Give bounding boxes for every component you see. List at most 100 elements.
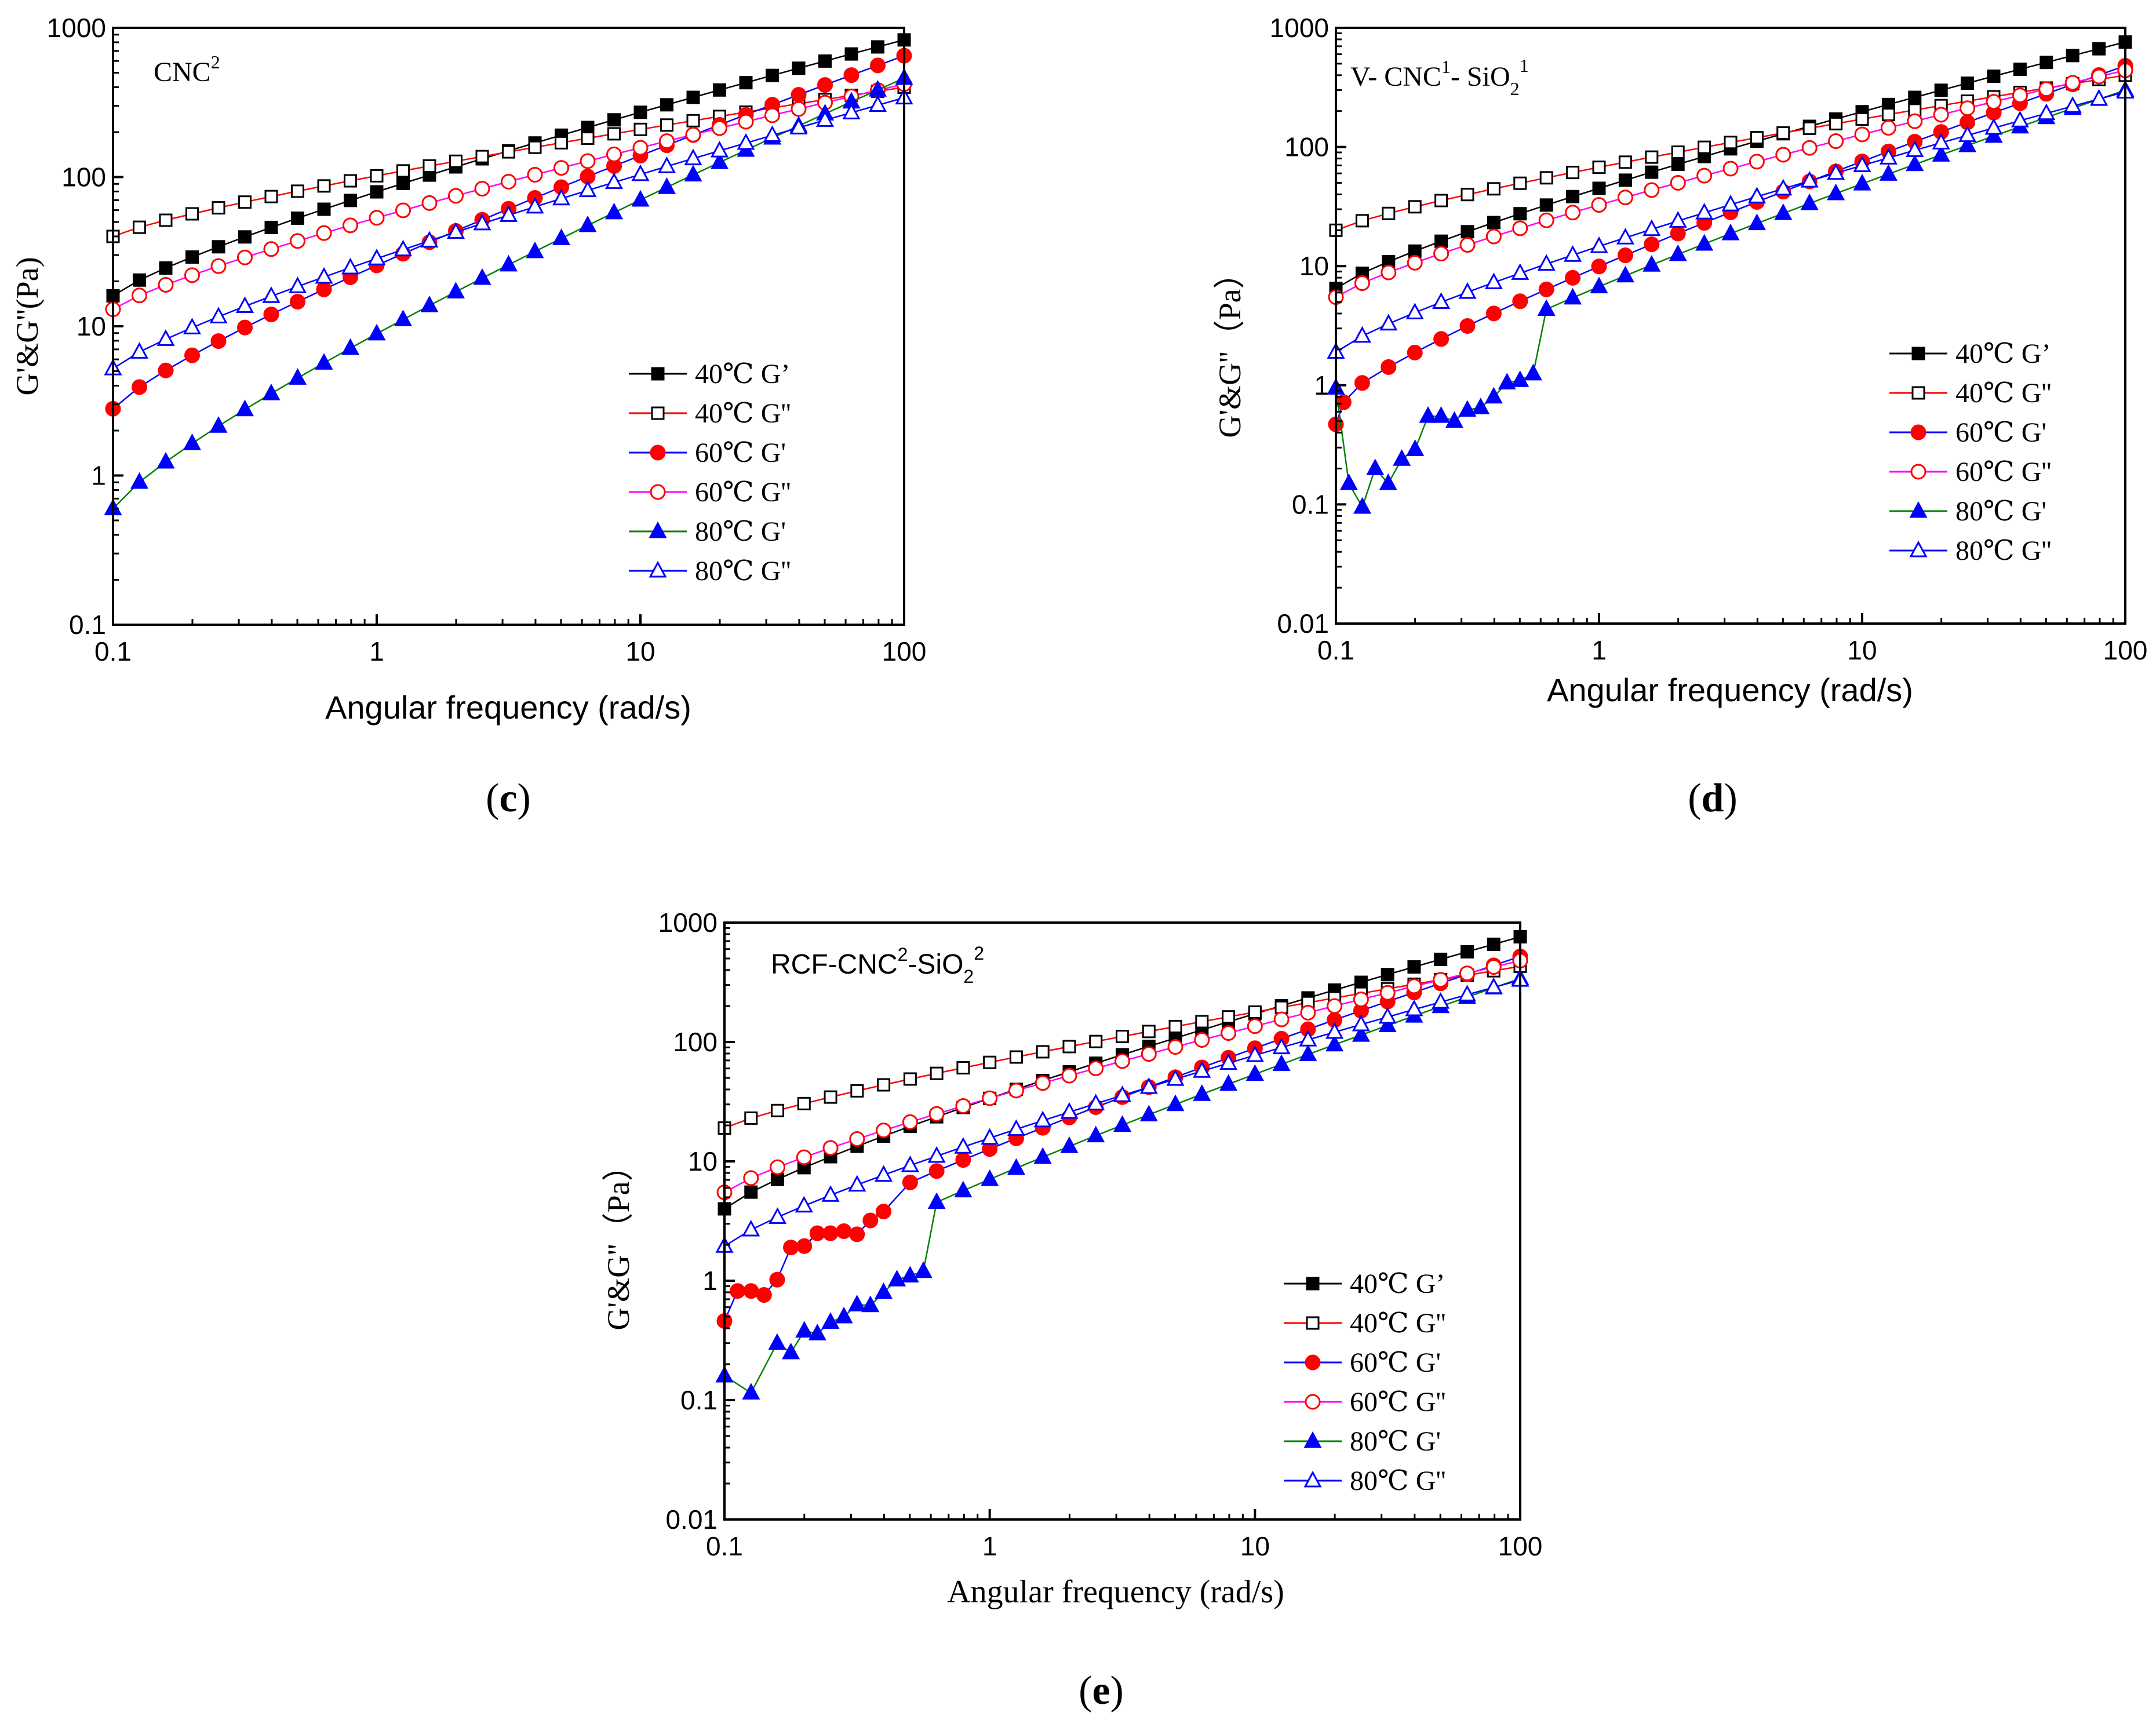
- data-point: [1062, 1040, 1076, 1054]
- data-point: [1485, 959, 1502, 975]
- data-point: [1434, 194, 1448, 207]
- data-point: [1007, 1119, 1025, 1136]
- data-point: [1747, 187, 1766, 203]
- data-point: [631, 164, 650, 181]
- data-point: [1513, 207, 1527, 221]
- legend-marker: [1303, 1431, 1322, 1448]
- data-point: [1644, 236, 1660, 253]
- data-point: [1617, 190, 1633, 206]
- data-point: [263, 241, 279, 257]
- data-point: [1512, 293, 1528, 309]
- data-point: [184, 347, 200, 363]
- data-point: [1458, 985, 1476, 1001]
- data-point: [1987, 70, 2001, 83]
- data-point: [2066, 49, 2079, 63]
- legend-label: 80℃ G': [1350, 1426, 1441, 1457]
- data-point: [981, 1128, 999, 1145]
- data-point: [1484, 272, 1503, 290]
- data-point: [1538, 281, 1554, 297]
- data-point: [1958, 125, 1977, 143]
- data-point: [817, 77, 833, 93]
- data-point: [713, 83, 726, 97]
- data-point: [446, 282, 465, 298]
- data-point: [1352, 1025, 1370, 1042]
- data-point: [844, 47, 858, 61]
- legend-marker: [649, 521, 667, 538]
- data-point: [1299, 1044, 1317, 1062]
- data-point: [370, 185, 384, 199]
- data-point: [782, 1342, 800, 1360]
- data-point: [1219, 1074, 1238, 1091]
- data-point: [553, 160, 569, 176]
- data-point: [1166, 1094, 1185, 1112]
- data-point: [742, 1219, 760, 1237]
- data-point: [132, 287, 147, 304]
- data-point: [1459, 318, 1476, 334]
- data-point: [1419, 406, 1437, 423]
- data-point: [1115, 1053, 1130, 1069]
- data-point: [607, 127, 621, 141]
- legend-label: 80℃ G'': [695, 556, 791, 586]
- data-point: [1141, 1046, 1157, 1062]
- legend-entry: 40℃ G’: [1889, 338, 2051, 369]
- legend-marker: [651, 367, 665, 381]
- legend-entry: 40℃ G'': [1889, 378, 2052, 409]
- data-point: [1671, 145, 1685, 159]
- data-point: [769, 1271, 785, 1288]
- data-point: [796, 1149, 812, 1165]
- data-point: [742, 1383, 760, 1400]
- legend-entry: 60℃ G': [1284, 1347, 1441, 1378]
- data-point: [818, 54, 832, 68]
- data-point: [848, 1175, 866, 1192]
- panel-title-e: RCF-CNC2-SiO22: [771, 943, 984, 987]
- y-tick-label: 1: [1314, 370, 1329, 400]
- data-point: [1327, 998, 1343, 1014]
- data-point: [1354, 375, 1370, 391]
- data-point: [1539, 171, 1553, 185]
- y-tick-label: 1: [702, 1266, 718, 1296]
- data-point: [2040, 56, 2053, 70]
- data-point: [1339, 473, 1358, 490]
- data-point: [1487, 182, 1501, 196]
- legend-marker: [650, 484, 666, 500]
- data-point: [526, 196, 544, 214]
- data-point: [631, 190, 650, 207]
- data-point: [808, 1324, 826, 1340]
- y-tick-label: 1000: [47, 13, 106, 43]
- data-point: [822, 1225, 839, 1241]
- data-point: [2091, 68, 2107, 85]
- data-point: [1881, 108, 1895, 122]
- data-point: [606, 146, 622, 162]
- x-tick-label: 0.1: [94, 636, 132, 666]
- data-point: [2090, 89, 2108, 106]
- data-point: [657, 177, 676, 194]
- data-point: [1354, 275, 1370, 291]
- data-point: [474, 181, 490, 197]
- data-point: [1168, 1019, 1182, 1033]
- legend-entry: 80℃ G': [1284, 1426, 1441, 1457]
- legend-label: 80℃ G': [695, 516, 786, 547]
- series-5-triangle-filled: [104, 68, 913, 516]
- data-point: [396, 164, 410, 178]
- data-point: [1472, 398, 1490, 414]
- data-point: [1827, 183, 1845, 201]
- y-tick-label: 10: [688, 1146, 718, 1176]
- data-point: [1853, 155, 1871, 173]
- data-point: [769, 1207, 787, 1224]
- data-point: [158, 276, 174, 293]
- data-point: [1433, 331, 1450, 347]
- x-axis-label-c: Angular frequency (rad/s): [325, 689, 691, 726]
- data-point: [633, 122, 647, 136]
- data-point: [1669, 244, 1687, 261]
- y-tick-label: 1: [91, 461, 106, 491]
- data-point: [877, 1078, 891, 1092]
- panel-d: V- CNC1- SiO21 0.1 1 10 1000.010.1110100100…: [1212, 13, 2147, 821]
- data-point: [1485, 305, 1502, 322]
- data-point: [1381, 264, 1397, 280]
- data-point: [1644, 182, 1660, 198]
- data-point: [1774, 178, 1793, 196]
- data-point: [2013, 63, 2027, 76]
- data-point: [1617, 247, 1633, 264]
- data-point: [1007, 1158, 1025, 1175]
- data-point: [449, 154, 462, 168]
